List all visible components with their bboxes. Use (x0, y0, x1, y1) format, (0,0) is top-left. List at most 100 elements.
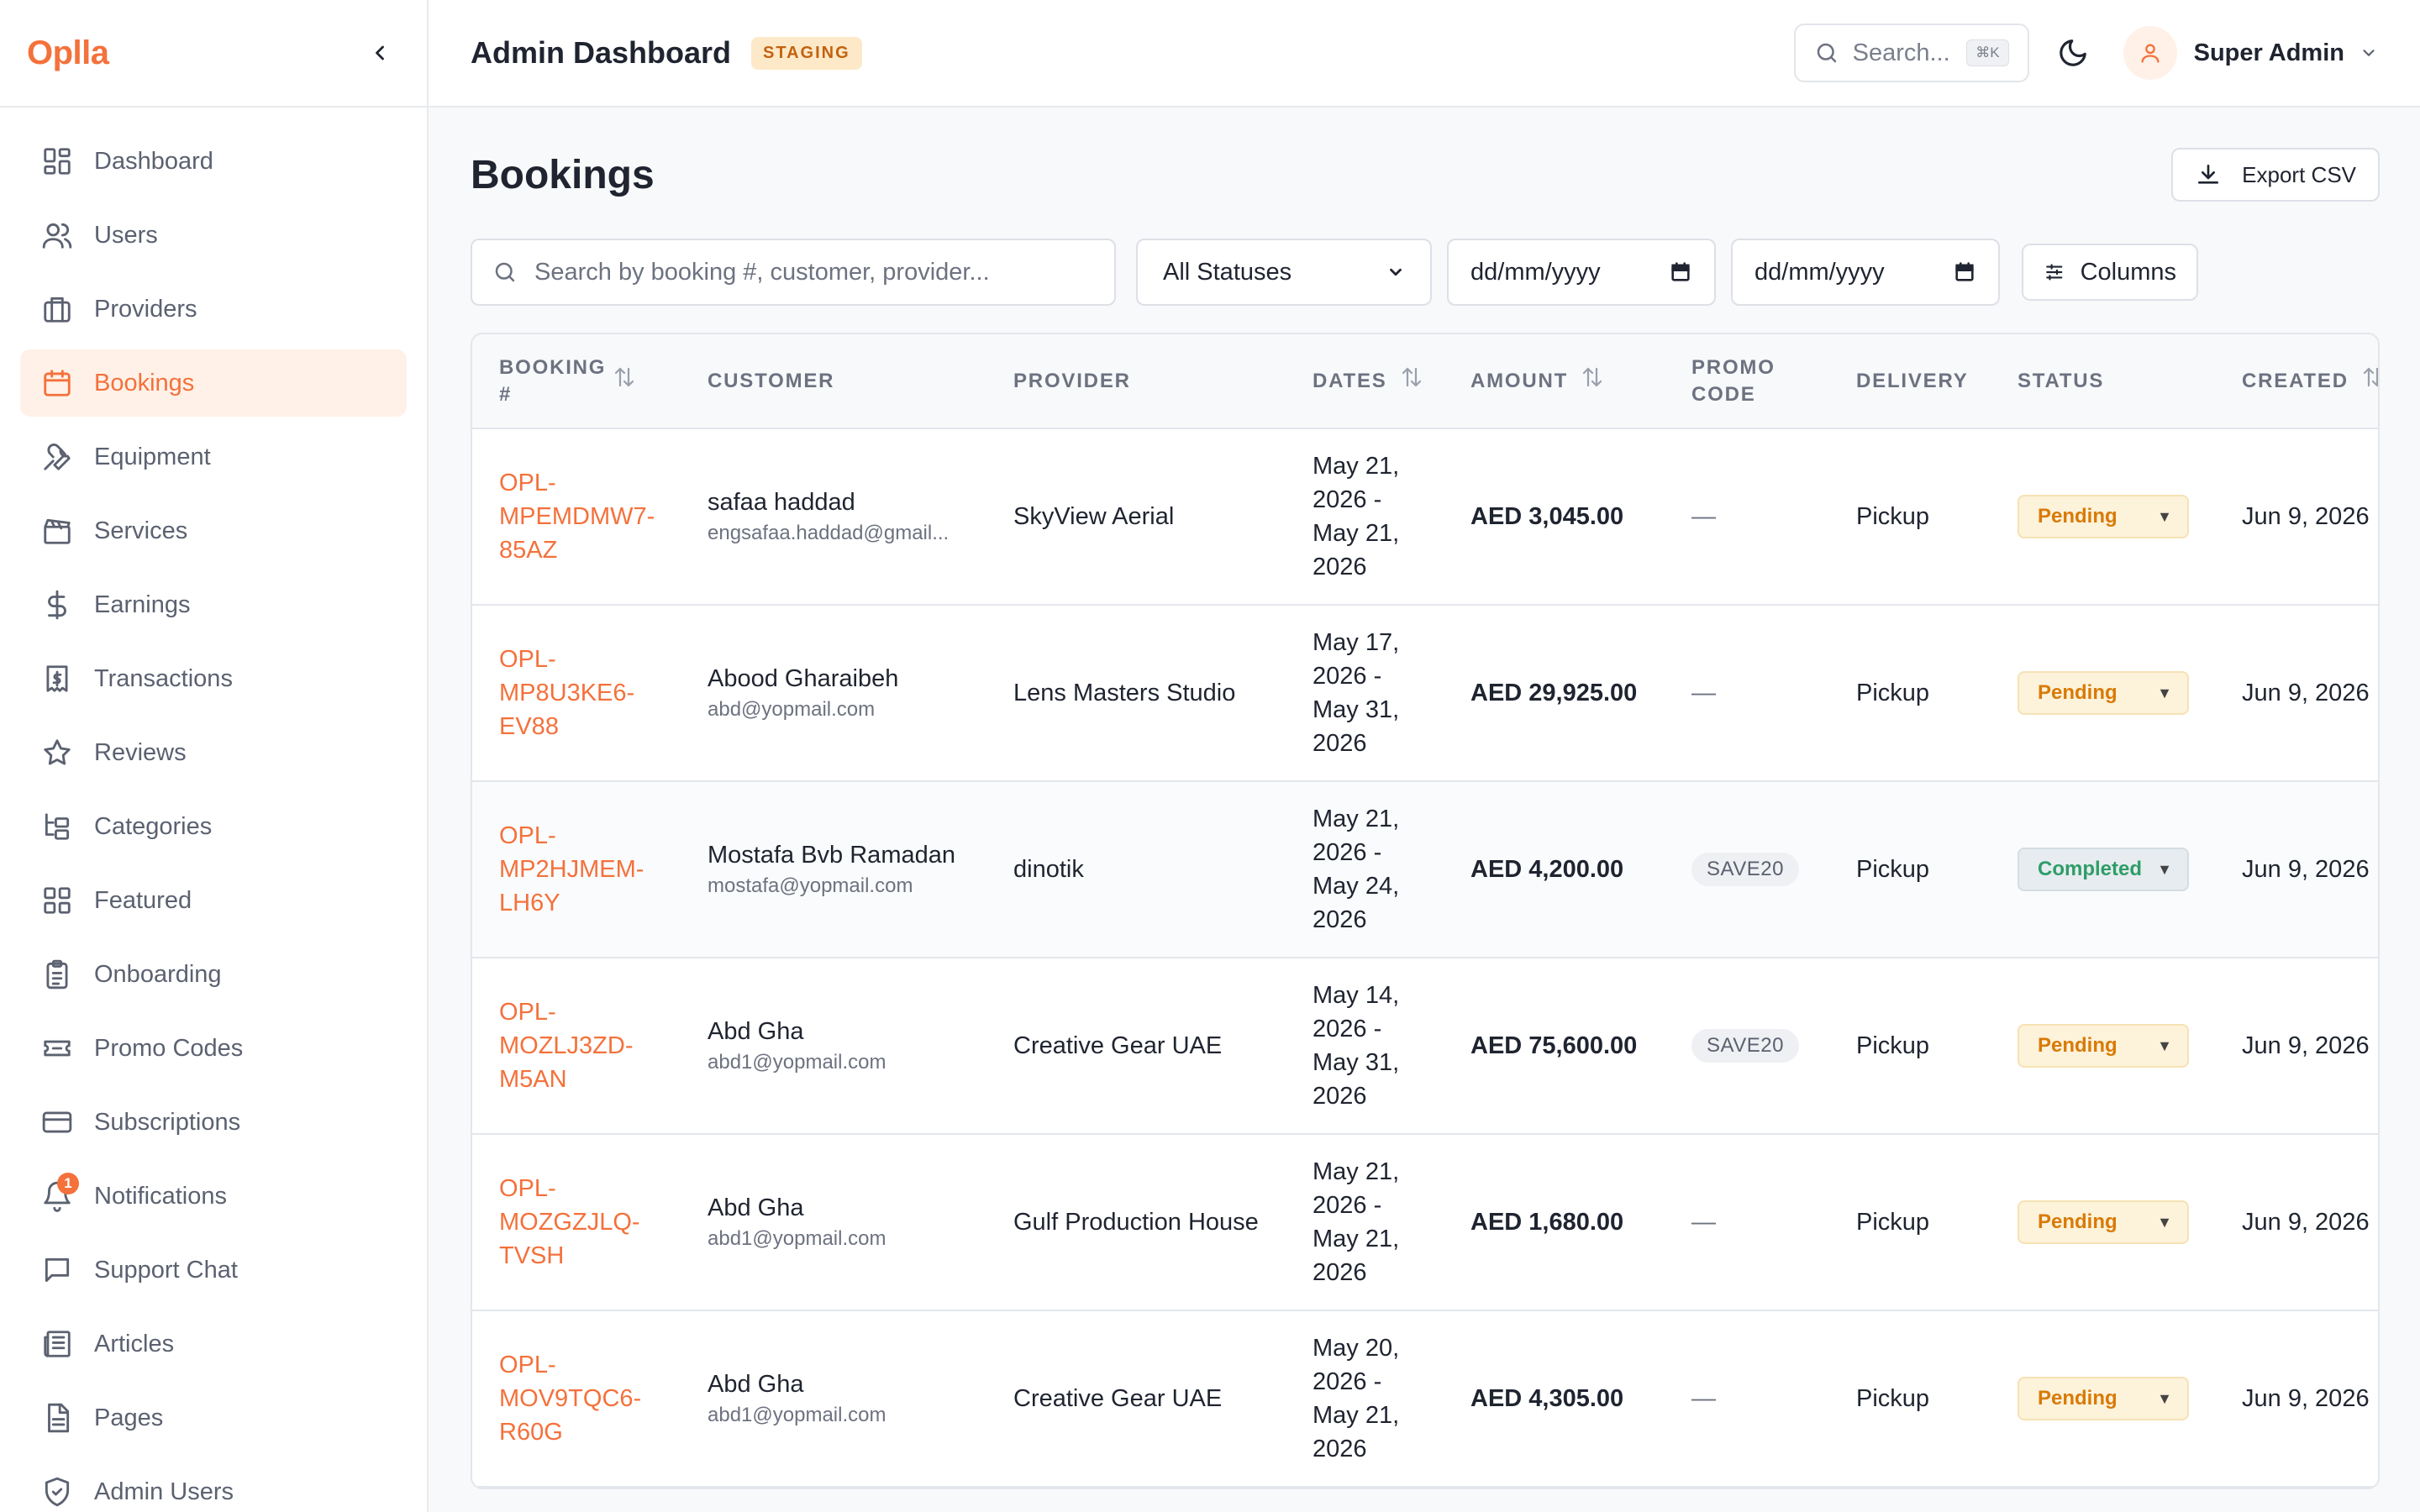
sidebar-header: Oplla (0, 0, 427, 108)
sidebar-item-bookings[interactable]: Bookings (20, 349, 407, 417)
date-line: 2026 - (1313, 1368, 1382, 1395)
status-filter-select[interactable]: All Statuses (1136, 239, 1432, 306)
cell-amount: AED 29,925.00 (1444, 605, 1665, 782)
sidebar-item-label: Earnings (94, 591, 191, 618)
sidebar-item-services[interactable]: Services (20, 497, 407, 564)
sort-icon[interactable] (612, 365, 637, 397)
table-row[interactable]: OPL- MPEMDMW7- 85AZ safaa haddad engsafaa.ha… (472, 428, 2378, 606)
user-menu[interactable]: Super Admin (2123, 26, 2378, 80)
column-header-booking[interactable]: BOOKING # (472, 334, 681, 429)
cell-booking-number: OPL- MP2HJMEM- LH6Y (472, 781, 681, 958)
bookings-search-input[interactable]: Search by booking #, customer, provider.… (471, 239, 1116, 306)
message-icon (40, 1253, 74, 1287)
date-line: May 17, (1313, 629, 1400, 656)
booking-number-link[interactable]: OPL- MP2HJMEM- LH6Y (499, 819, 681, 920)
credit-card-icon (40, 1105, 74, 1139)
table-row[interactable]: OPL- MP2HJMEM- LH6Y Mostafa Bvb Ramadan most… (472, 781, 2378, 958)
table-row[interactable]: OPL- MOV9TQC6- R60G Abd Gha abd1@yopmail.com… (472, 1310, 2378, 1488)
sort-icon[interactable] (2360, 365, 2378, 397)
booking-amount: AED 29,925.00 (1470, 679, 1638, 706)
booking-number-line: M5AN (499, 1066, 567, 1093)
chevron-down-icon (2363, 50, 2375, 56)
sidebar-item-pages[interactable]: Pages (20, 1384, 407, 1452)
booking-number-link[interactable]: OPL- MOV9TQC6- R60G (499, 1348, 681, 1449)
cell-created: Jun 9, 2026 (2215, 958, 2378, 1135)
booking-number-line: 85AZ (499, 537, 558, 564)
sliders-icon (2046, 264, 2063, 281)
dollar-icon (40, 588, 74, 622)
clipboard-icon (40, 958, 74, 991)
sidebar-item-dashboard[interactable]: Dashboard (20, 128, 407, 195)
status-select[interactable]: Pending ▼ (2018, 495, 2189, 538)
date-to-input[interactable]: dd/mm/yyyy (1731, 239, 2000, 306)
sidebar-item-onboarding[interactable]: Onboarding (20, 941, 407, 1008)
sidebar-nav: Dashboard Users Providers Bookings Equipment… (0, 108, 427, 1512)
columns-button[interactable]: Columns (2022, 244, 2198, 301)
cell-booking-number: OPL- MOZGZJLQ- TVSH (472, 1134, 681, 1311)
sidebar-item-earnings[interactable]: Earnings (20, 571, 407, 638)
column-header-created[interactable]: CREATED (2215, 334, 2378, 429)
status-value: Completed (2038, 858, 2143, 880)
booking-number-link[interactable]: OPL- MOZLJ3ZD- M5AN (499, 995, 681, 1096)
cell-booking-number: OPL- MPEMDMW7- 85AZ (472, 428, 681, 606)
column-header-label: PROVIDER (1013, 369, 1131, 392)
delivery-method: Pickup (1856, 855, 1930, 883)
column-header-amount[interactable]: AMOUNT (1444, 334, 1665, 429)
cell-customer: Abd Gha abd1@yopmail.com (681, 1310, 986, 1488)
cell-amount: AED 3,045.00 (1444, 428, 1665, 606)
cell-dates: May 17, 2026 - May 31, 2026 (1286, 605, 1444, 782)
collapse-sidebar-button[interactable] (360, 33, 400, 73)
logo[interactable]: Oplla (27, 34, 109, 71)
booking-number-link[interactable]: OPL- MPEMDMW7- 85AZ (499, 466, 681, 567)
sidebar-item-transactions[interactable]: Transactions (20, 645, 407, 712)
status-select[interactable]: Pending ▼ (2018, 671, 2189, 715)
export-csv-button[interactable]: Export CSV (2171, 148, 2380, 202)
sidebar-item-providers[interactable]: Providers (20, 276, 407, 343)
booking-number-link[interactable]: OPL- MP8U3KE6- EV88 (499, 643, 681, 743)
status-select[interactable]: Pending ▼ (2018, 1377, 2189, 1420)
global-search[interactable]: Search... ⌘K (1793, 24, 2029, 82)
sidebar-item-equipment[interactable]: Equipment (20, 423, 407, 491)
ticket-icon (40, 1032, 74, 1065)
column-header-customer: CUSTOMER (681, 334, 986, 429)
cell-status: Completed ▼ (1991, 781, 2215, 958)
user-name: Super Admin (2193, 39, 2344, 66)
status-select[interactable]: Completed ▼ (2018, 848, 2189, 891)
delivery-method: Pickup (1856, 1208, 1930, 1236)
sidebar-item-users[interactable]: Users (20, 202, 407, 269)
customer-email: abd1@yopmail.com (708, 1050, 886, 1074)
table-row[interactable]: OPL- MOZLJ3ZD- M5AN Abd Gha abd1@yopmail.com… (472, 958, 2378, 1135)
sidebar-item-featured[interactable]: Featured (20, 867, 407, 934)
sidebar-item-promo-codes[interactable]: Promo Codes (20, 1015, 407, 1082)
status-select[interactable]: Pending ▼ (2018, 1200, 2189, 1244)
table-row[interactable]: OPL- MOZGZJLQ- TVSH Abd Gha abd1@yopmail.com… (472, 1134, 2378, 1311)
cell-status: Pending ▼ (1991, 1310, 2215, 1488)
cell-promo-code: — (1665, 605, 1829, 782)
table-row[interactable]: OPL- MP8U3KE6- EV88 Abood Gharaibeh abd@yopm… (472, 605, 2378, 782)
column-header-dates[interactable]: DATES (1286, 334, 1444, 429)
cell-customer: Abd Gha abd1@yopmail.com (681, 958, 986, 1135)
date-to-placeholder: dd/mm/yyyy (1754, 258, 1885, 286)
sidebar-item-admin-users[interactable]: Admin Users (20, 1458, 407, 1512)
cell-provider: Lens Masters Studio (986, 605, 1286, 782)
cell-amount: AED 75,600.00 (1444, 958, 1665, 1135)
sidebar-item-articles[interactable]: Articles (20, 1310, 407, 1378)
sidebar-item-subscriptions[interactable]: Subscriptions (20, 1089, 407, 1156)
sidebar-item-notifications[interactable]: 1 Notifications (20, 1163, 407, 1230)
sidebar-item-label: Services (94, 517, 188, 544)
sidebar-item-categories[interactable]: Categories (20, 793, 407, 860)
sort-icon[interactable] (1399, 365, 1424, 397)
booking-amount: AED 3,045.00 (1470, 502, 1624, 530)
cell-delivery: Pickup (1829, 958, 1991, 1135)
sort-icon[interactable] (1580, 365, 1605, 397)
theme-toggle-button[interactable] (2048, 28, 2098, 78)
columns-label: Columns (2080, 258, 2176, 286)
status-select[interactable]: Pending ▼ (2018, 1024, 2189, 1068)
booking-number-link[interactable]: OPL- MOZGZJLQ- TVSH (499, 1172, 681, 1273)
caret-down-icon: ▼ (2157, 1389, 2172, 1407)
calendar-icon (1671, 262, 1690, 281)
cell-customer: Abood Gharaibeh abd@yopmail.com (681, 605, 986, 782)
sidebar-item-support-chat[interactable]: Support Chat (20, 1236, 407, 1304)
date-from-input[interactable]: dd/mm/yyyy (1447, 239, 1716, 306)
sidebar-item-reviews[interactable]: Reviews (20, 719, 407, 786)
